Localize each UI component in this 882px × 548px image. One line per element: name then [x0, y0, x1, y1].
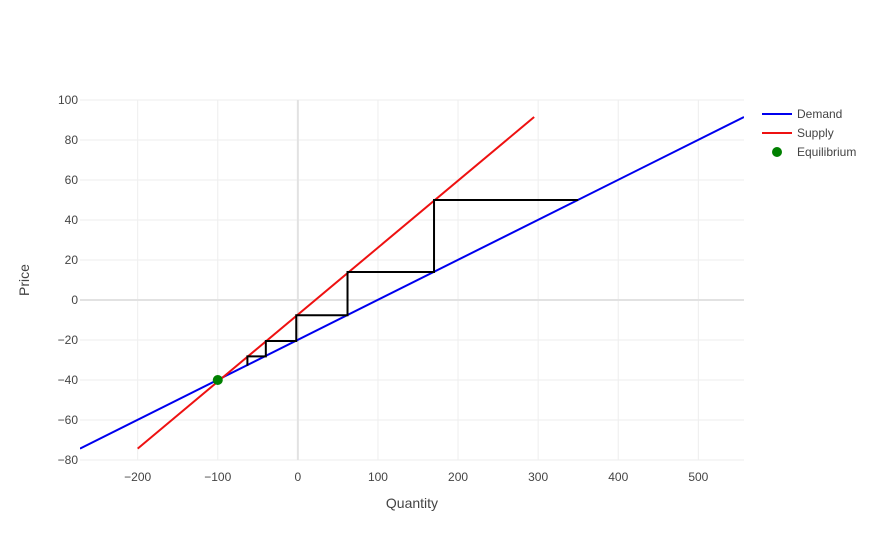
x-axis-title: Quantity [386, 495, 438, 511]
legend-swatch-equilibrium [772, 147, 782, 157]
y-tick-label: 60 [65, 173, 79, 187]
y-tick-label: 0 [71, 293, 78, 307]
y-tick-label: −40 [58, 373, 79, 387]
y-tick-label: 20 [65, 253, 79, 267]
y-tick-label: 100 [58, 93, 78, 107]
y-tick-label: 80 [65, 133, 79, 147]
y-tick-label: −60 [58, 413, 79, 427]
x-axis-ticks: −200 −100 0 100 200 300 400 500 [124, 470, 709, 484]
legend-label-supply: Supply [797, 126, 834, 140]
cobweb-path [246, 199, 579, 366]
series-line-demand [80, 116, 744, 450]
x-tick-label: 500 [688, 470, 708, 484]
series-layer [80, 116, 744, 450]
y-tick-label: −80 [58, 453, 79, 467]
x-tick-label: 200 [448, 470, 468, 484]
x-tick-label: −100 [204, 470, 231, 484]
legend-label-equilibrium: Equilibrium [797, 145, 856, 159]
y-tick-label: −20 [58, 333, 79, 347]
x-tick-label: 100 [368, 470, 388, 484]
y-axis-ticks: −80 −60 −40 −20 0 20 40 60 80 100 [58, 93, 79, 467]
y-tick-label: 40 [65, 213, 79, 227]
y-axis-title: Price [16, 264, 32, 296]
x-tick-label: 300 [528, 470, 548, 484]
legend-label-demand: Demand [797, 107, 842, 121]
equilibrium-point [212, 375, 223, 385]
grid [80, 99, 744, 461]
series-line-supply [137, 116, 535, 450]
x-tick-label: 400 [608, 470, 628, 484]
x-tick-label: 0 [295, 470, 302, 484]
zero-lines [80, 100, 744, 460]
x-tick-label: −200 [124, 470, 151, 484]
legend: Demand Supply Equilibrium [762, 107, 856, 159]
